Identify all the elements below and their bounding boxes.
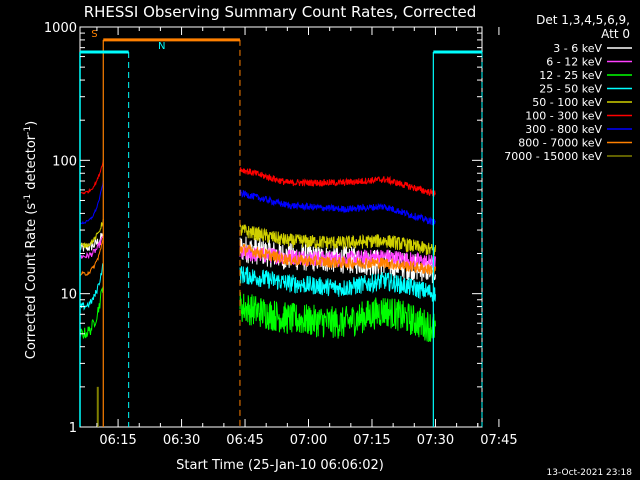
series-post-6 [239, 189, 436, 227]
y-tick-label-2: 100 [52, 154, 77, 169]
series-pre-4 [79, 218, 104, 249]
series-pre-2 [79, 286, 104, 339]
y-tick-label-0: 1 [69, 421, 77, 436]
y-axis-label-mid: detector [24, 134, 39, 194]
x-tick-label-5: 07:30 [417, 433, 454, 448]
legend-header-line1: Det 1,3,4,5,6,9, [536, 13, 630, 27]
y-axis-label-sup1: -1 [23, 194, 33, 203]
legend-label-7: 800 - 7000 keV [518, 137, 602, 150]
x-axis-label: Start Time (25-Jan-10 06:06:02) [176, 458, 384, 473]
legend-label-3: 25 - 50 keV [539, 83, 602, 96]
chart-title: RHESSI Observing Summary Count Rates, Co… [84, 3, 477, 21]
series-3 [79, 263, 436, 311]
x-tick-label-3: 07:00 [290, 433, 327, 448]
flag-label-1: N [158, 41, 165, 52]
series-pre-7 [79, 237, 104, 277]
series-2 [79, 286, 436, 343]
legend-label-5: 100 - 300 keV [525, 110, 602, 123]
y-axis-label-main: Corrected Count Rate (s [24, 203, 39, 360]
legend-label-0: 3 - 6 keV [553, 42, 602, 55]
flag-bars-layer: SN [79, 29, 483, 427]
x-tick-label-1: 06:30 [163, 433, 200, 448]
x-tick-label-0: 06:15 [99, 433, 136, 448]
series-post-4 [239, 223, 436, 256]
series-6 [79, 180, 436, 227]
series-pre-1 [79, 236, 104, 260]
series-post-2 [239, 292, 436, 343]
x-tick-label-6: 07:45 [480, 433, 517, 448]
series-layer [79, 159, 436, 427]
y-axis-label-end: ) [24, 121, 39, 126]
y-axis-label-sup2: -1 [23, 126, 33, 135]
y-axis-label: Corrected Count Rate (s-1 detector-1) [23, 121, 39, 359]
series-pre-3 [79, 263, 104, 311]
series-5 [79, 159, 436, 197]
series-post-5 [239, 166, 436, 197]
flag-label-0: S [91, 29, 97, 40]
legend-label-8: 7000 - 15000 keV [504, 150, 602, 163]
y-tick-label-1: 10 [60, 288, 77, 303]
y-tick-label-3: 1000 [44, 21, 77, 36]
legend-label-6: 300 - 800 keV [525, 123, 602, 136]
legend-label-4: 50 - 100 keV [532, 96, 602, 109]
footer-date: 13-Oct-2021 23:18 [547, 468, 633, 478]
series-pre-5 [79, 159, 104, 195]
series-post-3 [239, 266, 436, 302]
series-4 [79, 218, 436, 256]
x-tick-label-4: 07:15 [353, 433, 390, 448]
series-post-7 [239, 243, 436, 275]
legend-label-1: 6 - 12 keV [546, 56, 602, 69]
axes-layer: 06:15 06:30 06:45 07:00 07:15 07:30 07:45 1 10 10… [44, 21, 518, 448]
series-7 [79, 237, 436, 277]
x-tick-label-2: 06:45 [226, 433, 263, 448]
legend-label-2: 12 - 25 keV [539, 69, 602, 82]
legend-header-line2: Att 0 [601, 27, 630, 41]
series-pre-6 [79, 180, 104, 225]
